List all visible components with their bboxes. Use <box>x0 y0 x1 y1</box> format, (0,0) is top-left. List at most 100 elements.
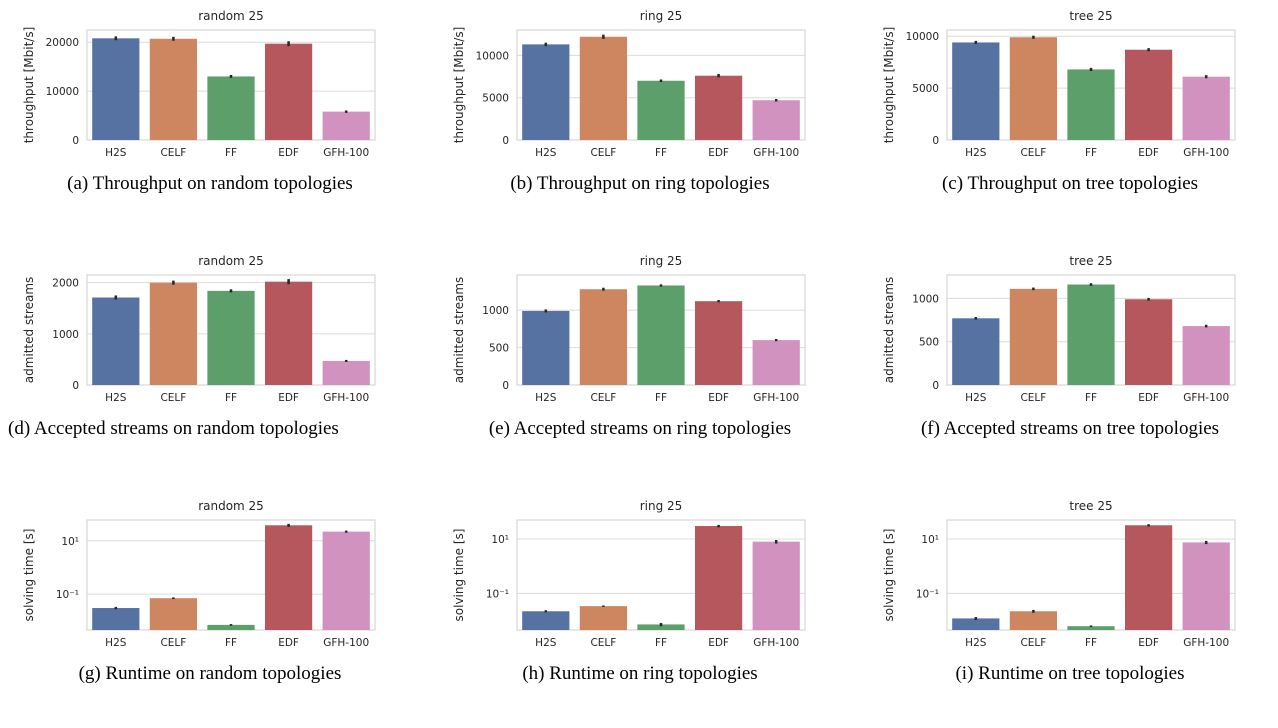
bar-edf <box>694 301 743 385</box>
chart-panel: ring 25 0 5000 10000 throughput [Mbit/s] H2S C… <box>430 0 850 236</box>
chart-title: random 25 <box>198 9 264 23</box>
bar-celf <box>149 282 198 385</box>
chart-panel: ring 25 0 500 1000 admitted streams H2S CELF FF… <box>430 245 850 481</box>
subfigure-caption: (e) Accepted streams on ring topologies <box>488 418 792 439</box>
bar-celf <box>149 38 198 140</box>
bar-ff <box>1067 69 1115 140</box>
x-tick-label: GFH-100 <box>323 147 369 159</box>
bar-gfh-100 <box>752 100 800 140</box>
y-axis-label: throughput [Mbit/s] <box>452 27 466 144</box>
chart-title: ring 25 <box>640 254 683 268</box>
bar-chart: ring 25 0 500 1000 admitted streams H2S CELF FF… <box>452 254 806 404</box>
y-tick-label: 2000 <box>52 278 79 290</box>
bar-celf <box>1009 288 1058 385</box>
bar-celf <box>149 598 198 630</box>
bar-gfh-100 <box>752 340 800 385</box>
y-tick-label: 10¹ <box>491 534 509 546</box>
y-axis-label: throughput [Mbit/s] <box>22 27 36 144</box>
y-axis-label: throughput [Mbit/s] <box>882 27 896 144</box>
bar-edf <box>1124 49 1173 140</box>
bar-h2s <box>522 44 570 141</box>
x-tick-label: GFH-100 <box>1183 637 1229 649</box>
x-tick-label: GFH-100 <box>323 392 369 404</box>
x-tick-label: FF <box>1085 637 1097 649</box>
x-tick-label: CELF <box>590 147 616 159</box>
y-tick-label: 5000 <box>482 93 509 105</box>
bar-ff <box>637 624 685 630</box>
bar-ff <box>207 76 255 140</box>
y-axis-label: solving time [s] <box>22 529 36 622</box>
x-tick-label: FF <box>225 637 237 649</box>
chart-panel: ring 25 10⁻¹ 10¹ solving time [s] H2S CELF FF E… <box>430 490 850 726</box>
x-tick-label: H2S <box>535 147 557 159</box>
y-tick-label: 0 <box>502 380 509 392</box>
bar-gfh-100 <box>322 360 370 385</box>
chart-title: random 25 <box>198 499 264 513</box>
bar-chart: tree 25 0 500 1000 admitted streams H2S CELF FF… <box>882 254 1236 404</box>
x-tick-label: GFH-100 <box>1183 392 1229 404</box>
x-tick-label: GFH-100 <box>753 637 799 649</box>
subfigure-caption: (i) Runtime on tree topologies <box>955 663 1185 684</box>
x-tick-label: GFH-100 <box>753 147 799 159</box>
bar-ff <box>207 624 255 630</box>
chart-panel: random 25 0 10000 20000 throughput [Mbit/s] H… <box>0 0 420 236</box>
y-tick-label: 5000 <box>912 83 939 95</box>
chart-panel: tree 25 0 500 1000 admitted streams H2S CELF FF… <box>860 245 1278 481</box>
bar-edf <box>264 525 313 630</box>
y-axis-label: admitted streams <box>22 277 36 384</box>
y-tick-label: 0 <box>72 380 79 392</box>
bar-edf <box>264 43 313 140</box>
y-tick-label: 10⁻¹ <box>56 589 79 601</box>
bar-h2s <box>522 611 570 630</box>
x-tick-label: FF <box>1085 147 1097 159</box>
bar-h2s <box>92 38 140 140</box>
y-axis-label: solving time [s] <box>882 529 896 622</box>
y-tick-label: 20000 <box>46 37 79 49</box>
chart-panel: random 25 0 1000 2000 admitted streams H2S CEL… <box>0 245 420 481</box>
x-tick-label: H2S <box>965 392 987 404</box>
chart-panel: tree 25 0 5000 10000 throughput [Mbit/s] H2S C… <box>860 0 1278 236</box>
bar-chart: random 25 10⁻¹ 10¹ solving time [s] H2S CELF F… <box>22 499 376 649</box>
bar-celf <box>579 36 628 141</box>
x-tick-label: FF <box>1085 392 1097 404</box>
chart-title: tree 25 <box>1069 9 1112 23</box>
y-tick-label: 10000 <box>906 31 939 43</box>
y-tick-label: 10000 <box>46 86 79 98</box>
bar-h2s <box>952 618 1000 630</box>
chart-title: random 25 <box>198 254 264 268</box>
y-tick-label: 10⁻¹ <box>916 588 939 600</box>
bar-h2s <box>92 297 140 385</box>
bar-edf <box>1124 299 1173 385</box>
chart-title: ring 25 <box>640 499 683 513</box>
chart-title: tree 25 <box>1069 254 1112 268</box>
subfigure-caption: (a) Throughput on random topologies <box>67 173 353 194</box>
y-axis-label: admitted streams <box>882 277 896 384</box>
y-tick-label: 1000 <box>912 293 939 305</box>
bar-chart: tree 25 0 5000 10000 throughput [Mbit/s] H2S C… <box>882 9 1236 159</box>
x-tick-label: EDF <box>708 637 729 649</box>
bar-edf <box>264 281 313 385</box>
bar-celf <box>1009 611 1058 630</box>
subfigure-caption: (h) Runtime on ring topologies <box>522 663 758 684</box>
bar-ff <box>1067 626 1115 630</box>
subfigure-caption: (b) Throughput on ring topologies <box>510 173 770 194</box>
bar-ff <box>207 290 255 385</box>
y-tick-label: 500 <box>489 343 509 355</box>
y-tick-label: 10000 <box>476 50 509 62</box>
x-tick-label: CELF <box>1020 637 1046 649</box>
bar-chart: ring 25 0 5000 10000 throughput [Mbit/s] H2S C… <box>452 9 806 159</box>
x-tick-label: GFH-100 <box>323 637 369 649</box>
bar-gfh-100 <box>1182 542 1230 630</box>
x-tick-label: FF <box>655 392 667 404</box>
chart-panel: random 25 10⁻¹ 10¹ solving time [s] H2S CELF F… <box>0 490 420 726</box>
x-tick-label: EDF <box>1138 392 1159 404</box>
bar-chart: random 25 0 1000 2000 admitted streams H2S CEL… <box>22 254 376 404</box>
x-tick-label: CELF <box>160 637 186 649</box>
bar-celf <box>579 289 628 385</box>
x-tick-label: GFH-100 <box>753 392 799 404</box>
bar-gfh-100 <box>322 111 370 140</box>
subfigure-caption: (d) Accepted streams on random topologie… <box>8 418 339 439</box>
x-tick-label: EDF <box>278 637 299 649</box>
chart-panel: tree 25 10⁻¹ 10¹ solving time [s] H2S CELF FF E… <box>860 490 1278 726</box>
bar-ff <box>637 80 685 140</box>
